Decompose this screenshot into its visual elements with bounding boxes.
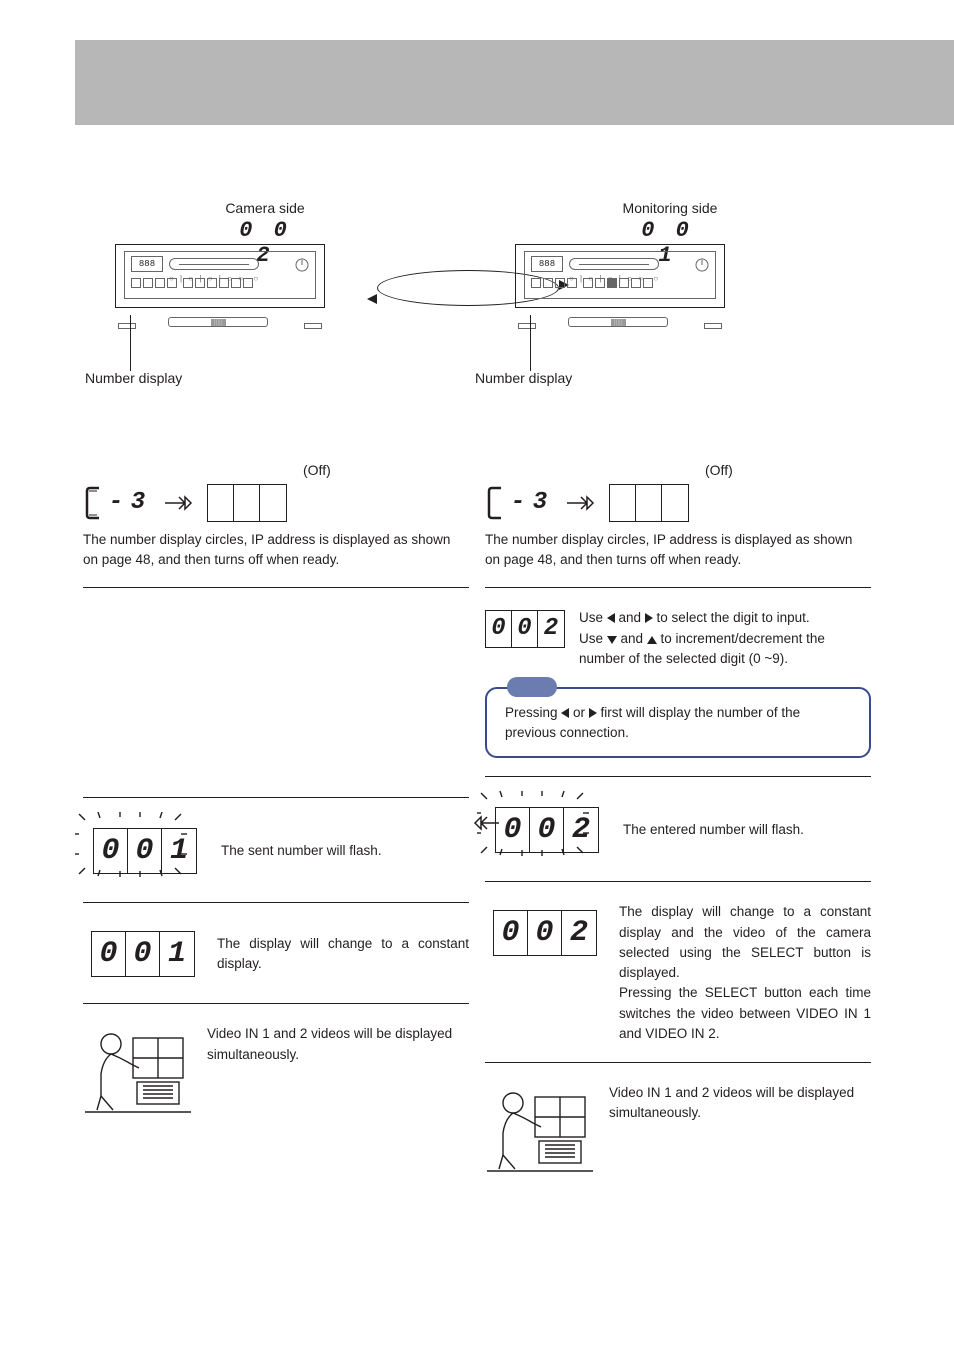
step-text: Video IN 1 and 2 videos will be displaye… [207,1024,469,1065]
number-display-label-right: Number display [475,370,572,386]
segment-before: - 3 [83,485,149,521]
monitor-device: 888 ○ | ○ | ○ | ○ ○ ○ |||||||||||||| [515,244,725,308]
right-arrow-icon [589,708,597,718]
connection-diagram: Camera side 0 0 2 888 ○ | ○ | ○ | ○ ○ ○ … [75,200,879,400]
operator-illustration [485,1083,595,1173]
up-arrow-icon [647,636,657,644]
off-label: (Off) [705,460,871,480]
step-text: The entered number will flash. [623,820,871,840]
right-step-constant: 0 0 2 The display will change to a const… [485,882,871,1063]
left-step-flash: 0 0 1 The sent number will flash. [83,798,469,903]
right-step-flash: 0 0 2 The entered number will flash. [485,777,871,882]
monitoring-side-label: Monitoring side [605,200,735,216]
step-text: The sent number will flash. [221,841,469,861]
arrow-right-icon [163,493,193,513]
number-display-label-left: Number display [85,370,182,386]
segment-after-empty [609,484,689,522]
left-step-video: Video IN 1 and 2 videos will be displaye… [83,1004,469,1132]
left-step-constant: 0 0 1 The display will change to a const… [83,903,469,1004]
step-text: The number display circles, IP address i… [83,530,469,569]
segment-before: - 3 [485,485,551,521]
off-label: (Off) [303,460,469,480]
step-text: Video IN 1 and 2 videos will be displaye… [609,1083,871,1124]
flashing-display: 0 0 2 [485,797,609,863]
flashing-display: 0 0 1 [83,818,207,884]
note-tab [507,677,557,697]
step-text: The display will change to a constant di… [619,902,871,1044]
right-step-off: (Off) - 3 The number display circles, IP… [485,440,871,588]
note-box: Pressing or first will display the numbe… [485,687,871,758]
arrow-right-icon [565,493,595,513]
input-instructions: Use and to select the digit to input. Us… [579,608,871,669]
segment-after-empty [207,484,287,522]
left-arrow-icon [607,613,615,623]
right-arrow-icon [645,613,653,623]
camera-device: 888 ○ | ○ | ○ | ○ ○ ○ |||||||||||||| [115,244,325,308]
segment-display: 0 0 2 [485,610,565,648]
left-step-spacer [83,588,469,798]
segment-display: 0 0 2 [493,910,597,956]
arrow-left-icon [367,294,377,304]
right-step-video: Video IN 1 and 2 videos will be displaye… [485,1063,871,1191]
left-step-off: (Off) - 3 The number display circles, IP… [83,440,469,588]
down-arrow-icon [607,636,617,644]
step-text: The number display circles, IP address i… [485,530,871,569]
segment-display: 0 0 1 [91,931,195,977]
camera-side-label: Camera side [205,200,325,216]
operator-illustration [83,1024,193,1114]
step-text: The display will change to a constant di… [217,934,469,975]
right-step-input: 0 0 2 Use and to select the digit to inp… [485,588,871,777]
